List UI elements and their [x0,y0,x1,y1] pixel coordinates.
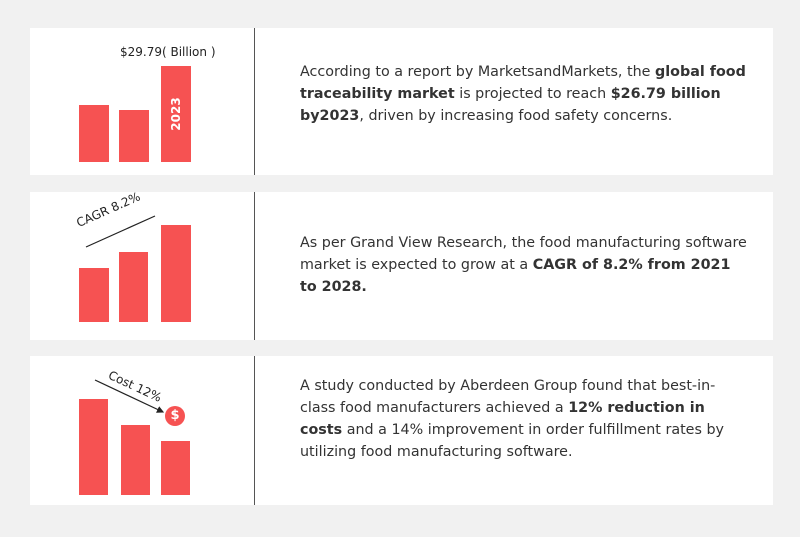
bar-1 [79,105,109,162]
trend-line [85,215,156,248]
bar-1 [79,399,108,495]
body-text: As per Grand View Research, the food man… [300,235,747,273]
highlight-text: $26.79 billion by2023 [300,86,721,124]
dollar-circle-icon: $ [165,406,185,426]
decline-arrow [94,379,165,413]
body-text: A study conducted by Aberdeen Group foun… [300,378,716,416]
bar-3: 2023 [161,66,191,162]
bar-2 [119,252,148,322]
dollar-glyph: $ [170,408,180,423]
card-text: According to a report by MarketsandMarke… [300,61,750,127]
bar-2 [121,425,150,495]
body-text: and a 14% improvement in order fulfillme… [300,422,725,460]
stat-card-traceability: $29.79( Billion ) 2023 According to a re… [30,28,773,175]
stat-card-cost: Cost 12% $ A study conducted by Aberdeen… [30,356,773,505]
bar-3 [161,441,190,495]
divider [254,192,255,340]
divider [254,356,255,505]
card-text: As per Grand View Research, the food man… [300,232,750,298]
highlight-text: global food traceability market [300,64,746,102]
body-text: , driven by increasing food safety conce… [359,108,673,124]
highlight-text: CAGR of 8.2% from 2021 to 2028. [300,257,731,295]
highlight-text: 12% reduction in costs [300,400,705,438]
stat-card-cagr: CAGR 8.2% As per Grand View Research, th… [30,189,773,340]
card-text: A study conducted by Aberdeen Group foun… [300,375,750,463]
bar-year-label: 2023 [169,97,183,131]
bar-1 [79,268,109,322]
bar-3 [161,225,191,322]
body-text: According to a report by MarketsandMarke… [300,64,656,80]
bar-2 [119,110,149,162]
market-value-annotation: $29.79( Billion ) [120,45,216,59]
divider [254,28,255,175]
body-text: is projected to reach [454,86,611,102]
